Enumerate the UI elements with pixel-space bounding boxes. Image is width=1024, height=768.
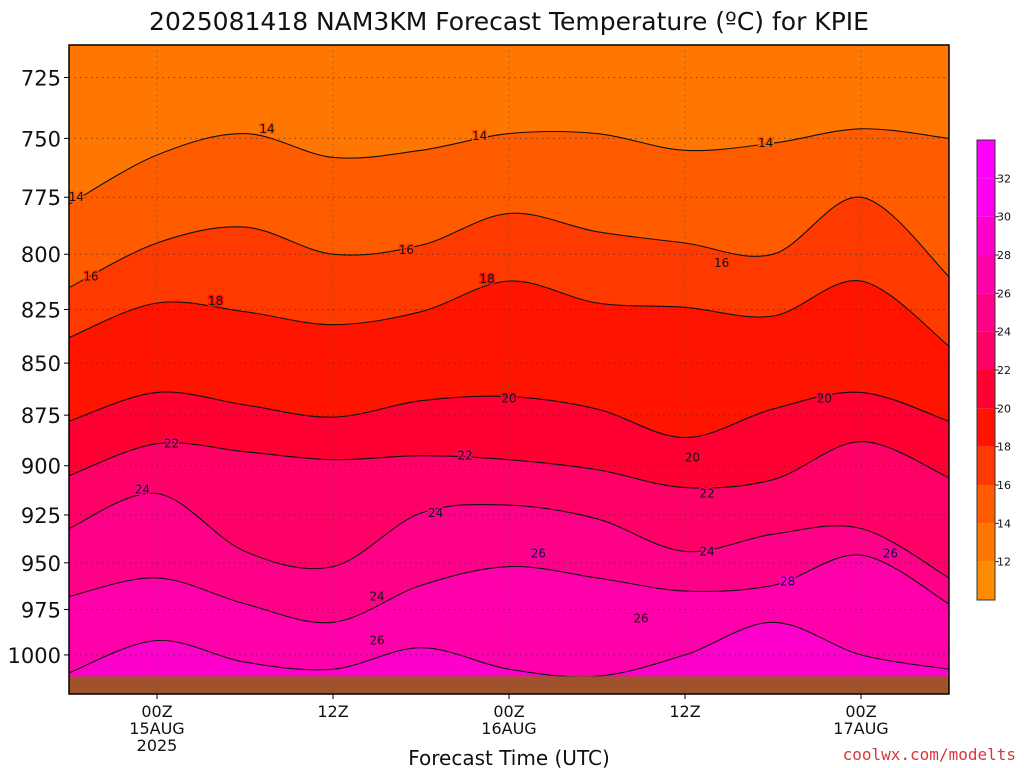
contour-label: 22 xyxy=(699,486,714,500)
colorbar-tick-label: 16 xyxy=(997,479,1011,492)
contour-label: 16 xyxy=(714,256,729,270)
y-tick-label: 875 xyxy=(21,404,61,428)
isotherm-line xyxy=(69,621,949,678)
colorbar-swatch xyxy=(977,523,995,562)
colorbar-swatch xyxy=(977,561,995,600)
isotherm-line xyxy=(69,391,949,439)
contour-label: 24 xyxy=(699,544,714,558)
x-tick-label: 2025 xyxy=(137,736,178,755)
y-tick-label: 775 xyxy=(21,186,61,210)
x-tick-label: 16AUG xyxy=(481,719,536,738)
x-axis-label: Forecast Time (UTC) xyxy=(408,746,610,768)
y-tick-label: 950 xyxy=(21,552,61,576)
contour-label: 18 xyxy=(208,294,223,308)
isotherm-line xyxy=(69,128,949,205)
contour-label: 20 xyxy=(685,451,700,465)
y-tick-label: 975 xyxy=(21,598,61,622)
y-tick-label: 750 xyxy=(21,127,61,151)
colorbar-tick-label: 22 xyxy=(997,364,1011,377)
colorbar-swatch xyxy=(977,446,995,485)
y-tick-label: 925 xyxy=(21,504,61,528)
colorbar-tick-label: 20 xyxy=(997,402,1011,415)
colorbar-swatch xyxy=(977,485,995,524)
contour-label: 16 xyxy=(83,270,98,284)
x-tick-label: 17AUG xyxy=(833,719,888,738)
colorbar-tick-label: 18 xyxy=(997,441,1011,454)
colorbar-swatch xyxy=(977,140,995,179)
colorbar-swatch xyxy=(977,255,995,294)
colorbar: 12 14 16 18 20 22 24 26 28 30 32 xyxy=(976,139,1011,601)
colorbar-tick-label: 26 xyxy=(997,287,1011,300)
y-tick-label: 725 xyxy=(21,66,61,90)
x-tick-label: 00Z xyxy=(141,702,172,721)
x-tick-label: 00Z xyxy=(845,702,876,721)
contour-label: 20 xyxy=(501,392,516,406)
colorbar-tick-label: 24 xyxy=(997,326,1011,339)
contour-label: 24 xyxy=(428,506,443,520)
colorbar-tick-label: 32 xyxy=(997,172,1011,185)
contour-label: 26 xyxy=(369,634,384,648)
colorbar-tick-label: 14 xyxy=(997,517,1011,530)
colorbar-swatch xyxy=(977,178,995,217)
isotherm-line xyxy=(69,196,949,289)
contour-label: 24 xyxy=(369,590,384,604)
contour-label: 26 xyxy=(633,612,648,626)
colorbar-tick-label: 28 xyxy=(997,249,1011,262)
temp-band-28 xyxy=(69,622,949,694)
contour-label: 26 xyxy=(531,546,546,560)
contour-label: 22 xyxy=(164,437,179,451)
ground-fill xyxy=(69,676,949,694)
y-tick-label: 900 xyxy=(21,455,61,479)
y-tick-label: 800 xyxy=(21,243,61,267)
contour-label: 16 xyxy=(399,243,414,257)
contour-label: 14 xyxy=(758,136,773,150)
colorbar-tick-label: 12 xyxy=(997,556,1011,569)
colorbar-swatch xyxy=(977,331,995,370)
colorbar-swatch xyxy=(977,293,995,332)
contour-label: 28 xyxy=(780,575,795,589)
x-tick-label: 12Z xyxy=(669,702,700,721)
isotherm-line xyxy=(69,492,949,579)
plot-area: 14 14 14 14 16 16 16 18 18 20 20 20 22 22 22 24 24 24 24 26… xyxy=(68,44,950,695)
colorbar-tick-label: 30 xyxy=(997,211,1011,224)
y-tick-label: 825 xyxy=(21,299,61,323)
contour-label: 20 xyxy=(817,392,832,406)
isotherm-line xyxy=(69,554,949,624)
isotherm-line xyxy=(69,441,949,489)
contour-label: 26 xyxy=(883,546,898,560)
axes: 725 750 775 800 825 850 875 900 925 950 975 1000 00Z… xyxy=(8,66,889,755)
y-tick-label: 1000 xyxy=(8,644,61,668)
x-tick-label: 12Z xyxy=(317,702,348,721)
contour-label: 14 xyxy=(259,122,274,136)
credit-text[interactable]: coolwx.com/modelts xyxy=(843,745,1016,764)
colorbar-swatch xyxy=(977,370,995,409)
contour-label: 22 xyxy=(457,449,472,463)
y-tick-label: 850 xyxy=(21,352,61,376)
colorbar-swatch xyxy=(977,408,995,447)
grid-lines xyxy=(69,45,949,694)
chart-title: 2025081418 NAM3KM Forecast Temperature (… xyxy=(149,7,869,36)
colorbar-swatch xyxy=(977,216,995,255)
plot-clip-group: 14 14 14 14 16 16 16 18 18 20 20 20 22 22 22 24 24 24 24 26… xyxy=(69,45,949,694)
contour-label: 14 xyxy=(472,129,487,143)
contour-label: 18 xyxy=(479,272,494,286)
isotherm-line xyxy=(69,280,949,347)
contour-label: 14 xyxy=(69,190,84,204)
contour-label: 24 xyxy=(135,483,150,497)
x-tick-label: 00Z xyxy=(493,702,524,721)
x-tick-label: 15AUG xyxy=(129,719,184,738)
